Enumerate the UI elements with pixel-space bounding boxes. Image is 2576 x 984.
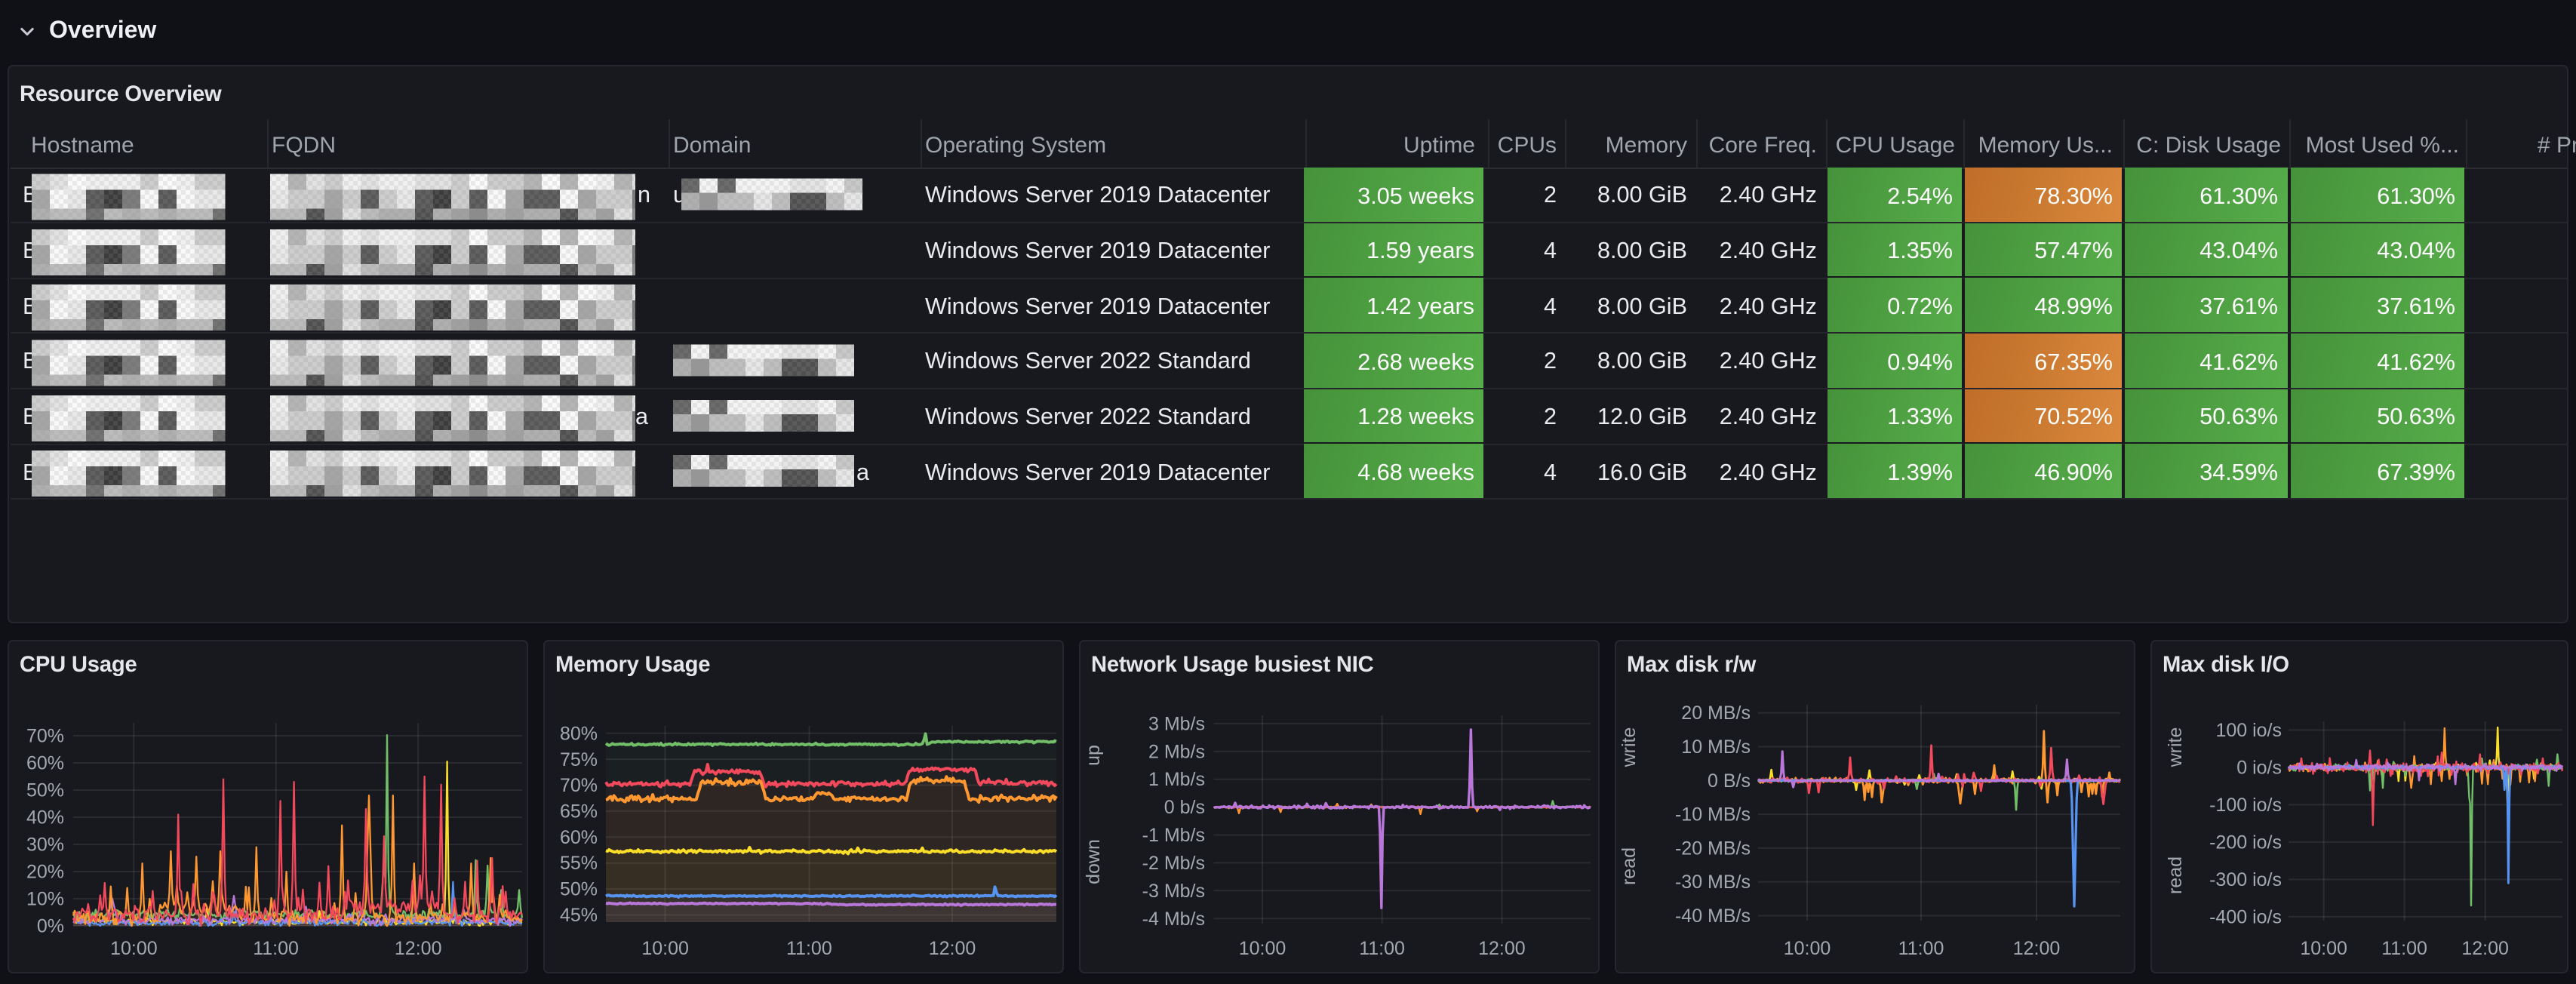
svg-text:20%: 20%: [26, 862, 64, 883]
svg-text:10:00: 10:00: [641, 938, 689, 959]
svg-text:-100 io/s: -100 io/s: [2209, 795, 2282, 816]
svg-text:11:00: 11:00: [786, 938, 832, 959]
svg-text:write: write: [2165, 727, 2186, 768]
svg-text:11:00: 11:00: [2381, 938, 2427, 959]
svg-text:10:00: 10:00: [110, 938, 158, 959]
svg-text:10:00: 10:00: [1784, 938, 1831, 959]
svg-text:-1 Mb/s: -1 Mb/s: [1142, 825, 1205, 846]
svg-text:3 Mb/s: 3 Mb/s: [1148, 713, 1205, 734]
svg-text:-30 MB/s: -30 MB/s: [1675, 872, 1751, 893]
svg-text:55%: 55%: [560, 853, 598, 874]
svg-text:-200 io/s: -200 io/s: [2209, 832, 2282, 853]
svg-text:up: up: [1083, 745, 1104, 766]
svg-text:-4 Mb/s: -4 Mb/s: [1142, 909, 1205, 930]
svg-text:0 b/s: 0 b/s: [1164, 797, 1205, 818]
svg-text:45%: 45%: [560, 905, 598, 926]
svg-text:12:00: 12:00: [929, 938, 976, 959]
svg-text:12:00: 12:00: [1478, 938, 1526, 959]
svg-text:12:00: 12:00: [395, 938, 442, 959]
svg-text:-3 Mb/s: -3 Mb/s: [1142, 881, 1205, 902]
svg-text:-40 MB/s: -40 MB/s: [1675, 906, 1751, 927]
svg-text:12:00: 12:00: [2461, 938, 2509, 959]
svg-text:75%: 75%: [560, 749, 598, 770]
svg-text:read: read: [2165, 856, 2186, 894]
svg-text:0 io/s: 0 io/s: [2236, 758, 2282, 779]
svg-text:70%: 70%: [26, 726, 64, 747]
svg-text:11:00: 11:00: [1359, 938, 1405, 959]
svg-text:80%: 80%: [560, 723, 598, 744]
svg-text:write: write: [1618, 727, 1640, 768]
svg-text:50%: 50%: [560, 879, 598, 900]
svg-text:100 io/s: 100 io/s: [2215, 720, 2282, 741]
svg-text:60%: 60%: [560, 827, 598, 848]
svg-text:10%: 10%: [26, 889, 64, 910]
svg-text:-300 io/s: -300 io/s: [2209, 869, 2282, 890]
svg-text:40%: 40%: [26, 807, 64, 829]
svg-text:read: read: [1618, 847, 1640, 885]
svg-text:-10 MB/s: -10 MB/s: [1675, 804, 1751, 826]
svg-text:12:00: 12:00: [2013, 938, 2061, 959]
svg-text:1 Mb/s: 1 Mb/s: [1148, 769, 1205, 790]
svg-text:0 B/s: 0 B/s: [1708, 770, 1751, 792]
svg-text:10:00: 10:00: [1239, 938, 1286, 959]
svg-text:65%: 65%: [560, 801, 598, 823]
svg-text:30%: 30%: [26, 835, 64, 856]
svg-text:0%: 0%: [37, 916, 64, 937]
svg-text:11:00: 11:00: [253, 938, 299, 959]
svg-text:-20 MB/s: -20 MB/s: [1675, 838, 1751, 859]
svg-text:70%: 70%: [560, 775, 598, 796]
svg-text:20 MB/s: 20 MB/s: [1681, 703, 1751, 724]
svg-text:down: down: [1083, 839, 1104, 884]
svg-text:2 Mb/s: 2 Mb/s: [1148, 741, 1205, 762]
svg-text:11:00: 11:00: [1898, 938, 1944, 959]
svg-text:60%: 60%: [26, 753, 64, 774]
svg-text:50%: 50%: [26, 780, 64, 801]
svg-text:-2 Mb/s: -2 Mb/s: [1142, 853, 1205, 874]
svg-text:10 MB/s: 10 MB/s: [1681, 736, 1751, 758]
svg-text:10:00: 10:00: [2300, 938, 2347, 959]
svg-text:-400 io/s: -400 io/s: [2209, 907, 2282, 928]
